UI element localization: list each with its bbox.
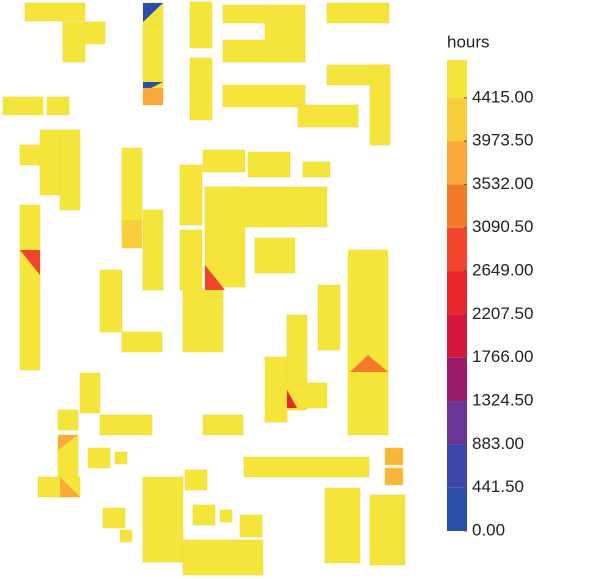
color-band xyxy=(447,184,467,228)
legend-title: hours xyxy=(447,32,490,51)
tick-label: 3532.00 xyxy=(472,174,533,193)
tick-label: 1766.00 xyxy=(472,347,533,366)
tick-label: 2649.00 xyxy=(472,261,533,280)
color-band xyxy=(447,97,467,142)
tick-label: 2207.50 xyxy=(472,304,533,323)
color-band xyxy=(447,141,467,185)
colorbar: 0.00 441.50 883.00 1324.50 1766.00 2207.50 264… xyxy=(447,60,533,539)
color-band xyxy=(447,60,467,98)
color-band xyxy=(447,444,467,488)
color-band xyxy=(447,401,467,445)
tick-label: 3090.50 xyxy=(472,217,533,236)
color-band xyxy=(447,487,467,531)
tick-label: 3973.50 xyxy=(472,131,533,150)
color-band xyxy=(447,314,467,358)
buildings xyxy=(2,1,406,576)
tick-label: 441.50 xyxy=(472,477,524,496)
tick-label: 1324.50 xyxy=(472,391,533,410)
tick-label: 883.00 xyxy=(472,434,524,453)
accents xyxy=(20,3,388,497)
tick-label: 0.00 xyxy=(472,520,505,539)
color-band xyxy=(447,227,467,272)
color-band xyxy=(447,271,467,315)
color-band xyxy=(447,357,467,402)
tick-label: 4415.00 xyxy=(472,87,533,106)
